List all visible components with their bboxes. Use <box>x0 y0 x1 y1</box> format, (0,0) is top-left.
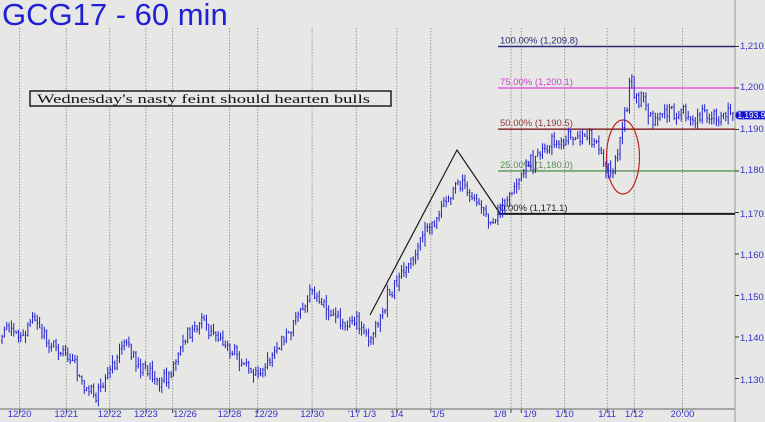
svg-text:1/8: 1/8 <box>493 409 506 420</box>
svg-text:Wednesday's nasty feint should: Wednesday's nasty feint should hearten b… <box>37 91 370 106</box>
svg-text:1,200.0: 1,200.0 <box>740 82 765 93</box>
svg-text:1,160.0: 1,160.0 <box>740 250 765 261</box>
svg-text:1/10: 1/10 <box>555 409 574 420</box>
svg-text:12/23: 12/23 <box>134 409 158 420</box>
svg-text:1/4: 1/4 <box>390 409 403 420</box>
svg-text:25.00% (1,180.0): 25.00% (1,180.0) <box>500 160 573 171</box>
svg-text:50.00% (1,190.5): 50.00% (1,190.5) <box>500 118 573 129</box>
svg-text:1,190.0: 1,190.0 <box>740 124 765 135</box>
svg-text:1,150.0: 1,150.0 <box>740 292 765 303</box>
svg-text:1,193.9: 1,193.9 <box>738 110 765 120</box>
svg-text:0.00% (1,171.1): 0.00% (1,171.1) <box>500 203 568 214</box>
svg-text:20:00: 20:00 <box>671 409 695 420</box>
svg-text:1,170.0: 1,170.0 <box>740 209 765 220</box>
svg-text:12/22: 12/22 <box>98 409 122 420</box>
svg-text:GCG17 - 60 min: GCG17 - 60 min <box>2 0 228 32</box>
svg-text:1/5: 1/5 <box>431 409 444 420</box>
svg-text:1/9: 1/9 <box>523 409 536 420</box>
svg-text:12/29: 12/29 <box>254 409 278 420</box>
svg-text:1/11: 1/11 <box>598 409 616 420</box>
svg-text:1,130.0: 1,130.0 <box>740 375 765 386</box>
svg-text:12/26: 12/26 <box>173 409 197 420</box>
svg-text:12/20: 12/20 <box>8 409 32 420</box>
svg-text:1/12: 1/12 <box>625 409 644 420</box>
svg-text:'17 1/3: '17 1/3 <box>348 409 376 420</box>
svg-text:1,140.0: 1,140.0 <box>740 333 765 344</box>
svg-text:100.00% (1,209.8): 100.00% (1,209.8) <box>500 36 578 47</box>
svg-text:12/28: 12/28 <box>218 409 242 420</box>
svg-text:75.00% (1,200.1): 75.00% (1,200.1) <box>500 77 573 88</box>
svg-text:12/21: 12/21 <box>54 409 78 420</box>
svg-text:1,210.0: 1,210.0 <box>740 41 765 52</box>
svg-text:1,180.0: 1,180.0 <box>740 165 765 176</box>
svg-text:12/30: 12/30 <box>300 409 324 420</box>
